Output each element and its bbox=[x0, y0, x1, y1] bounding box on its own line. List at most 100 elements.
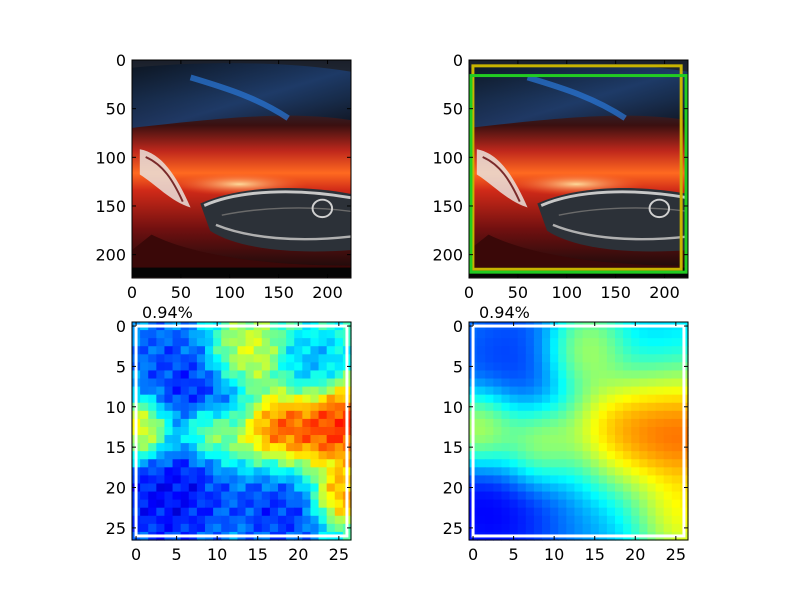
heatmap-cell bbox=[550, 515, 559, 525]
x-tick-label: 150 bbox=[600, 283, 631, 302]
heatmap-cell bbox=[229, 354, 239, 363]
y-axis-ticks: 0 50 100 150 200 bbox=[432, 51, 688, 265]
heatmap-cell bbox=[550, 362, 559, 372]
heatmap-cell bbox=[205, 338, 214, 347]
heatmap-cell bbox=[294, 459, 303, 468]
heatmap-cell bbox=[172, 362, 182, 372]
heatmap-cell bbox=[334, 491, 344, 501]
heatmap-cell bbox=[334, 515, 344, 525]
y-tick-label: 0 bbox=[453, 317, 463, 336]
heatmap-cell bbox=[574, 483, 584, 493]
heatmap-cell bbox=[286, 402, 295, 412]
heatmap-cell bbox=[606, 346, 616, 355]
heatmap-cell bbox=[663, 378, 673, 388]
heatmap-cell bbox=[598, 362, 608, 372]
heatmap-cell bbox=[310, 435, 320, 444]
heatmap-cell bbox=[278, 443, 287, 452]
heatmap-cell bbox=[582, 362, 592, 372]
heatmap-cell bbox=[550, 467, 559, 477]
heatmap-cell bbox=[671, 354, 681, 363]
heatmap-cell bbox=[477, 475, 486, 485]
heatmap-cell bbox=[278, 370, 287, 380]
heatmap-cell bbox=[671, 459, 681, 468]
heatmap-cell bbox=[671, 394, 681, 404]
heatmap-cell bbox=[542, 402, 551, 412]
heatmap-cell bbox=[631, 402, 640, 412]
heatmap-cell bbox=[501, 354, 511, 363]
heatmap-cell bbox=[278, 515, 287, 525]
heatmap-cell bbox=[148, 402, 157, 412]
heatmap-cell bbox=[229, 330, 239, 339]
heatmap-cell bbox=[574, 378, 584, 388]
heatmap-cell bbox=[517, 523, 527, 533]
heatmap-cell bbox=[574, 418, 584, 428]
heatmap-cell bbox=[269, 402, 279, 412]
heatmap-cell bbox=[647, 483, 657, 493]
heatmap-cell bbox=[196, 346, 206, 355]
heatmap-cell bbox=[245, 402, 255, 412]
heatmap-cell bbox=[477, 426, 486, 436]
heatmap-cell bbox=[253, 467, 263, 477]
heatmap-cell bbox=[631, 459, 640, 468]
heatmap-cell bbox=[477, 507, 486, 517]
heatmap-cell bbox=[485, 394, 494, 404]
heatmap-cell bbox=[310, 330, 320, 339]
heatmap-cell bbox=[550, 394, 559, 404]
heatmap-cell bbox=[501, 370, 511, 380]
heatmap-cell bbox=[574, 523, 584, 533]
heatmap-cell bbox=[205, 459, 214, 468]
heatmap-cell bbox=[574, 330, 584, 339]
heatmap-cell bbox=[663, 346, 673, 355]
x-axis-ticks: 0 5 10 15 20 25 bbox=[468, 322, 686, 564]
heatmap-cell bbox=[172, 394, 182, 404]
heatmap-cell bbox=[140, 330, 149, 339]
y-tick-label: 10 bbox=[106, 398, 126, 417]
heatmap-cell bbox=[615, 402, 624, 412]
heatmap-cell bbox=[326, 475, 336, 485]
heatmap-cell bbox=[156, 523, 166, 533]
heatmap-cell bbox=[655, 483, 665, 493]
heatmap-cell bbox=[172, 467, 182, 477]
heatmap-cell bbox=[294, 410, 303, 420]
heatmap-cell bbox=[253, 354, 263, 363]
heatmap-cell bbox=[278, 435, 287, 444]
heatmap-cell bbox=[261, 410, 271, 420]
heatmap-cell bbox=[598, 435, 608, 444]
heatmap-cell bbox=[671, 426, 681, 436]
heatmap-cell bbox=[229, 515, 239, 525]
heatmap-cell bbox=[525, 515, 535, 525]
heatmap-cell bbox=[196, 467, 206, 477]
heatmap-cell bbox=[639, 354, 649, 363]
heatmap-cell bbox=[558, 491, 567, 501]
heatmap-cell bbox=[148, 394, 157, 404]
heatmap-cell bbox=[542, 370, 551, 380]
heatmap-cell bbox=[172, 346, 182, 355]
heatmap-cell bbox=[517, 378, 527, 388]
heatmap-cell bbox=[582, 370, 592, 380]
heatmap-cell bbox=[582, 507, 592, 517]
heatmap-cell bbox=[213, 330, 222, 339]
heatmap-cell bbox=[655, 370, 665, 380]
heatmap-cell bbox=[148, 491, 157, 501]
heatmap-cell bbox=[196, 354, 206, 363]
heatmap-cell bbox=[326, 338, 336, 347]
heatmap-cell bbox=[318, 491, 328, 501]
heatmap-cell bbox=[501, 483, 511, 493]
heatmap-cell bbox=[647, 507, 657, 517]
heatmap-cell bbox=[517, 330, 527, 339]
heatmap-cell bbox=[558, 499, 567, 509]
heatmap-cell bbox=[205, 491, 214, 501]
heatmap-cell bbox=[631, 386, 640, 396]
heatmap-cell bbox=[598, 354, 608, 363]
heatmap-cell bbox=[294, 330, 303, 339]
heatmap-cell bbox=[525, 507, 535, 517]
heatmap-cell bbox=[221, 418, 230, 428]
heatmap-cell bbox=[623, 410, 632, 420]
heatmap-cell bbox=[196, 459, 206, 468]
heatmap-cell bbox=[671, 443, 681, 452]
heatmap-cell bbox=[253, 491, 263, 501]
heatmap-cell bbox=[566, 515, 576, 525]
heatmap-cell bbox=[188, 410, 198, 420]
bounding-box bbox=[469, 74, 688, 274]
